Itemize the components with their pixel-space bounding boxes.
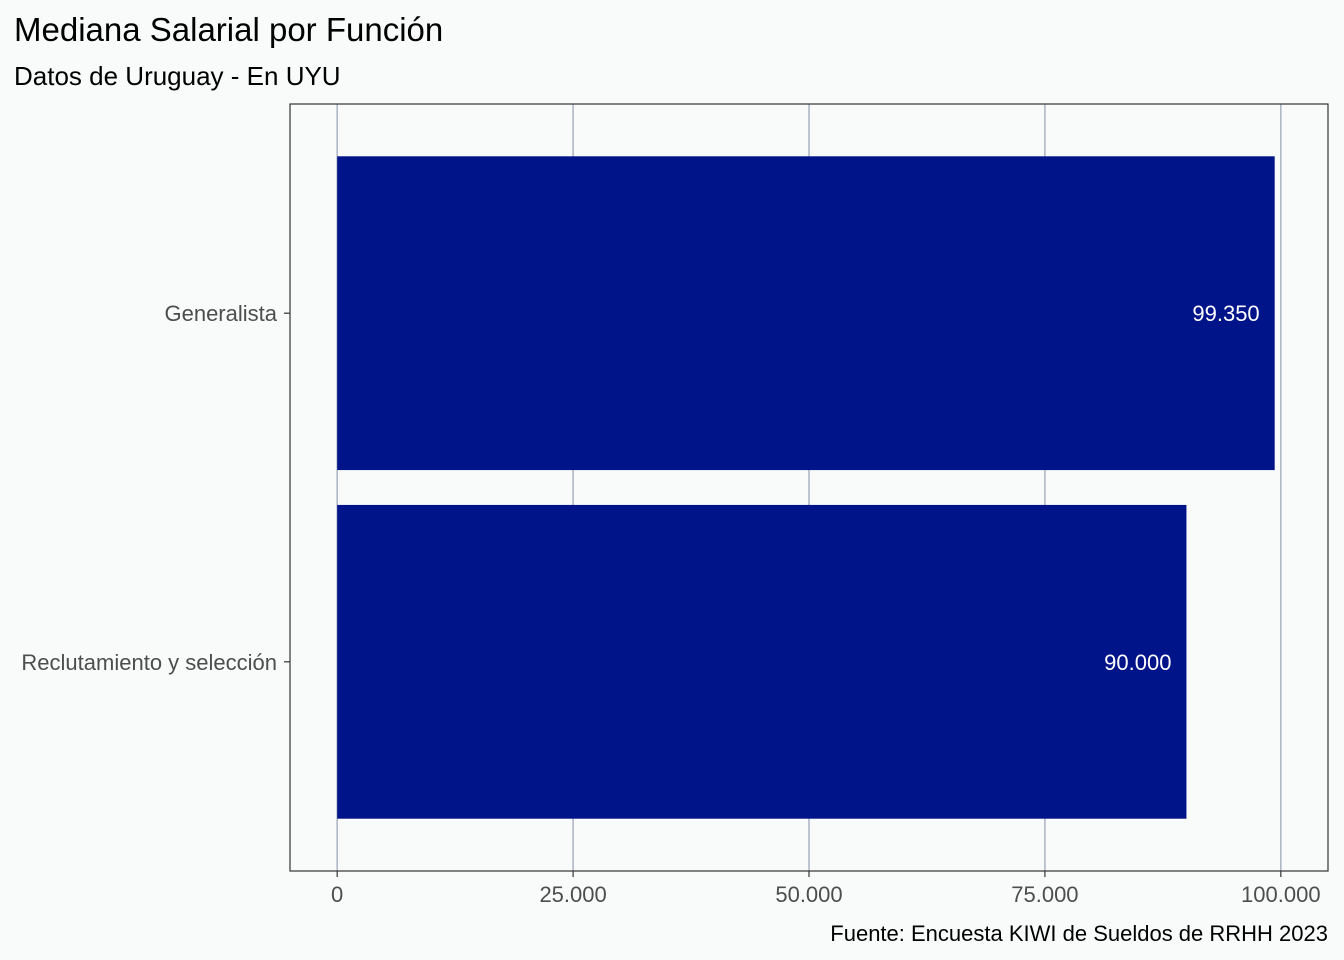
bar <box>337 156 1275 471</box>
y-tick-label: Reclutamiento y selección <box>21 650 277 675</box>
y-tick-label: Generalista <box>164 301 277 326</box>
bar <box>337 504 1187 819</box>
x-tick-label: 0 <box>331 882 343 907</box>
y-axis: Generalista Reclutamiento y selección <box>21 301 290 675</box>
chart-title: Mediana Salarial por Función <box>14 11 443 48</box>
chart-caption: Fuente: Encuesta KIWI de Sueldos de RRHH… <box>830 921 1328 946</box>
value-labels: 99.350 90.000 <box>1104 301 1260 675</box>
chart-subtitle: Datos de Uruguay - En UYU <box>14 61 341 91</box>
bar-value-label: 99.350 <box>1192 301 1259 326</box>
x-tick-label: 100.000 <box>1241 882 1321 907</box>
x-tick-label: 75.000 <box>1011 882 1078 907</box>
x-tick-label: 50.000 <box>775 882 842 907</box>
x-axis: 0 25.000 50.000 75.000 100.000 <box>331 871 1321 907</box>
bar-value-label: 90.000 <box>1104 650 1171 675</box>
x-tick-label: 25.000 <box>539 882 606 907</box>
bars <box>337 156 1275 819</box>
